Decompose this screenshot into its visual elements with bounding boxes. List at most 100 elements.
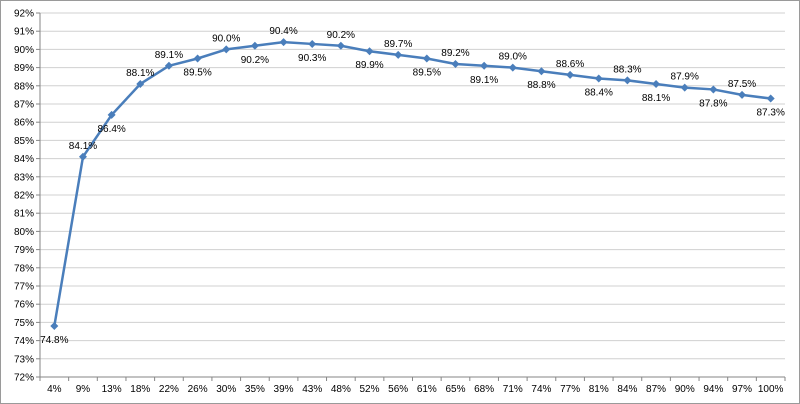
y-tick-label: 83% bbox=[14, 172, 34, 183]
data-point-marker bbox=[50, 322, 59, 331]
data-point-marker bbox=[279, 38, 288, 47]
data-point-marker bbox=[652, 79, 661, 88]
data-point-marker bbox=[136, 79, 145, 88]
data-label: 90.4% bbox=[269, 26, 297, 37]
data-point-marker bbox=[394, 50, 403, 59]
data-point-marker bbox=[336, 41, 345, 50]
y-tick-label: 72% bbox=[14, 373, 34, 384]
data-label: 89.1% bbox=[470, 75, 498, 86]
data-label: 88.6% bbox=[556, 59, 584, 70]
y-tick-label: 74% bbox=[14, 336, 34, 347]
data-point-marker bbox=[422, 54, 431, 63]
x-tick-label: 43% bbox=[302, 384, 322, 395]
data-label: 90.2% bbox=[241, 55, 269, 66]
y-tick-label: 85% bbox=[14, 136, 34, 147]
x-tick-label: 52% bbox=[360, 384, 380, 395]
data-point-marker bbox=[709, 85, 718, 94]
data-label: 89.7% bbox=[384, 39, 412, 50]
data-label: 86.4% bbox=[97, 124, 125, 135]
x-tick-label: 77% bbox=[560, 384, 580, 395]
y-tick-label: 91% bbox=[14, 27, 34, 38]
data-point-marker bbox=[537, 67, 546, 76]
data-label: 87.9% bbox=[671, 72, 699, 83]
data-label: 89.2% bbox=[441, 48, 469, 59]
data-label: 84.1% bbox=[69, 141, 97, 152]
x-axis-tick-labels: 4% 9% 13% 18% 22% 26% 30% 35% 39% 43% 48% 52% 56% 61%… bbox=[47, 384, 783, 395]
data-label: 89.5% bbox=[183, 68, 211, 79]
data-point-marker bbox=[623, 76, 632, 85]
data-point-marker bbox=[480, 61, 489, 70]
data-label: 89.9% bbox=[355, 60, 383, 71]
y-tick-label: 75% bbox=[14, 318, 34, 329]
x-tick-label: 56% bbox=[388, 384, 408, 395]
data-point-marker bbox=[365, 47, 374, 56]
x-tick-label: 39% bbox=[274, 384, 294, 395]
data-point-marker bbox=[222, 45, 231, 54]
data-label: 88.3% bbox=[613, 64, 641, 75]
y-tick-label: 82% bbox=[14, 191, 34, 202]
data-point-marker bbox=[451, 59, 460, 68]
x-tick-label: 94% bbox=[703, 384, 723, 395]
data-label: 90.2% bbox=[327, 30, 355, 41]
y-axis-tick-labels: 72% 73% 74% 75% 76% 77% 78% 79% 80% 81% 82% 83% 84% 8… bbox=[14, 9, 34, 384]
y-tick-label: 77% bbox=[14, 282, 34, 293]
y-tick-label: 84% bbox=[14, 154, 34, 165]
data-label: 87.8% bbox=[699, 98, 727, 109]
x-tick-label: 13% bbox=[102, 384, 122, 395]
x-tick-label: 100% bbox=[758, 384, 784, 395]
x-tick-label: 74% bbox=[531, 384, 551, 395]
y-tick-label: 76% bbox=[14, 300, 34, 311]
x-tick-label: 81% bbox=[589, 384, 609, 395]
y-tick-label: 92% bbox=[14, 9, 34, 20]
x-tick-label: 4% bbox=[47, 384, 62, 395]
data-labels: 74.8%84.1%86.4%88.1%89.1%89.5%90.0%90.2%… bbox=[40, 26, 785, 346]
y-tick-label: 86% bbox=[14, 118, 34, 129]
data-point-marker bbox=[508, 63, 517, 72]
data-point-marker bbox=[766, 94, 775, 103]
data-point-marker bbox=[680, 83, 689, 92]
x-tick-label: 87% bbox=[646, 384, 666, 395]
data-label: 89.5% bbox=[413, 68, 441, 79]
data-label: 88.1% bbox=[642, 93, 670, 104]
data-label: 74.8% bbox=[40, 335, 68, 346]
x-tick-label: 22% bbox=[159, 384, 179, 395]
data-point-marker bbox=[193, 54, 202, 63]
data-point-marker bbox=[250, 41, 259, 50]
x-tick-label: 18% bbox=[130, 384, 150, 395]
y-tick-label: 73% bbox=[14, 354, 34, 365]
data-label: 88.1% bbox=[126, 68, 154, 79]
data-point-marker bbox=[566, 70, 575, 79]
y-tick-label: 79% bbox=[14, 245, 34, 256]
y-tick-label: 90% bbox=[14, 45, 34, 56]
x-tick-label: 90% bbox=[675, 384, 695, 395]
x-tick-label: 9% bbox=[76, 384, 91, 395]
series-line bbox=[53, 40, 771, 327]
x-tick-label: 97% bbox=[732, 384, 752, 395]
y-tick-label: 78% bbox=[14, 263, 34, 274]
x-tick-label: 65% bbox=[445, 384, 465, 395]
y-tick-label: 87% bbox=[14, 100, 34, 111]
data-label: 88.8% bbox=[527, 80, 555, 91]
data-label: 87.5% bbox=[728, 79, 756, 90]
x-tick-label: 61% bbox=[417, 384, 437, 395]
data-label: 88.4% bbox=[585, 88, 613, 99]
x-tick-label: 30% bbox=[216, 384, 236, 395]
data-point-marker bbox=[107, 110, 116, 119]
data-label: 90.0% bbox=[212, 33, 240, 44]
y-tick-label: 80% bbox=[14, 227, 34, 238]
y-tick-label: 81% bbox=[14, 209, 34, 220]
series-group bbox=[50, 38, 775, 331]
data-label: 89.0% bbox=[499, 52, 527, 63]
x-tick-label: 71% bbox=[503, 384, 523, 395]
x-tick-label: 48% bbox=[331, 384, 351, 395]
data-label: 87.3% bbox=[756, 108, 784, 119]
data-label: 89.1% bbox=[155, 50, 183, 61]
y-tick-label: 88% bbox=[14, 81, 34, 92]
x-tick-label: 68% bbox=[474, 384, 494, 395]
axes bbox=[36, 12, 786, 381]
data-point-marker bbox=[594, 74, 603, 83]
x-tick-label: 35% bbox=[245, 384, 265, 395]
y-tick-label: 89% bbox=[14, 63, 34, 74]
data-point-marker bbox=[164, 61, 173, 70]
